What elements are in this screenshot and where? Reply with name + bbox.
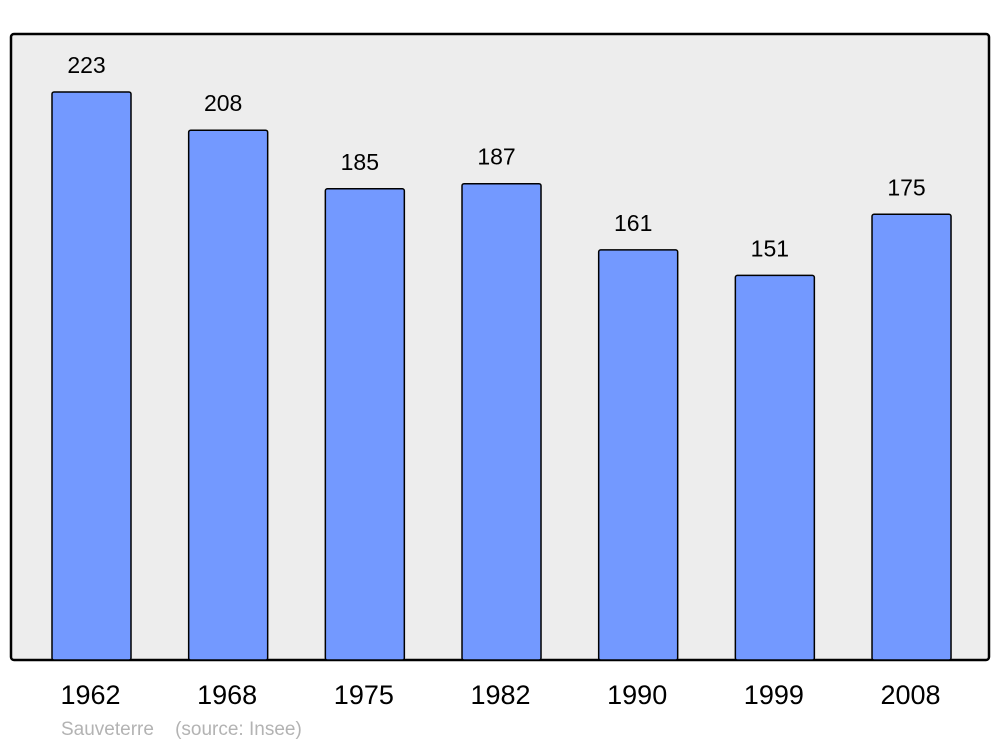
bar-1975 [324,188,406,661]
data-label-1990: 161 [614,210,652,236]
bar-1990 [597,249,679,661]
bar-1962 [51,91,132,661]
chart-footer: Sauveterre (source: Insee) [61,719,302,741]
x-tick-label-2008: 2008 [880,680,940,710]
data-label-1975: 185 [341,149,379,175]
bar-2008 [871,213,952,661]
x-tick-label-1990: 1990 [607,680,667,710]
bar-1968 [187,129,269,661]
data-label-2008: 175 [887,174,925,200]
bar-1999 [734,274,816,661]
data-label-1999: 151 [751,235,789,261]
data-label-1982: 187 [477,144,515,170]
x-tick-label-1999: 1999 [744,680,804,710]
x-tick-label-1982: 1982 [470,680,530,710]
footer-place: Sauveterre [61,719,154,740]
footer-source: (source: Insee) [175,719,302,740]
x-tick-label-1968: 1968 [197,680,257,710]
bar-1982 [461,182,542,661]
data-label-1968: 208 [204,90,242,116]
x-tick-label-1962: 1962 [60,680,120,710]
data-label-1962: 223 [67,52,105,78]
x-tick-label-1975: 1975 [334,680,394,710]
